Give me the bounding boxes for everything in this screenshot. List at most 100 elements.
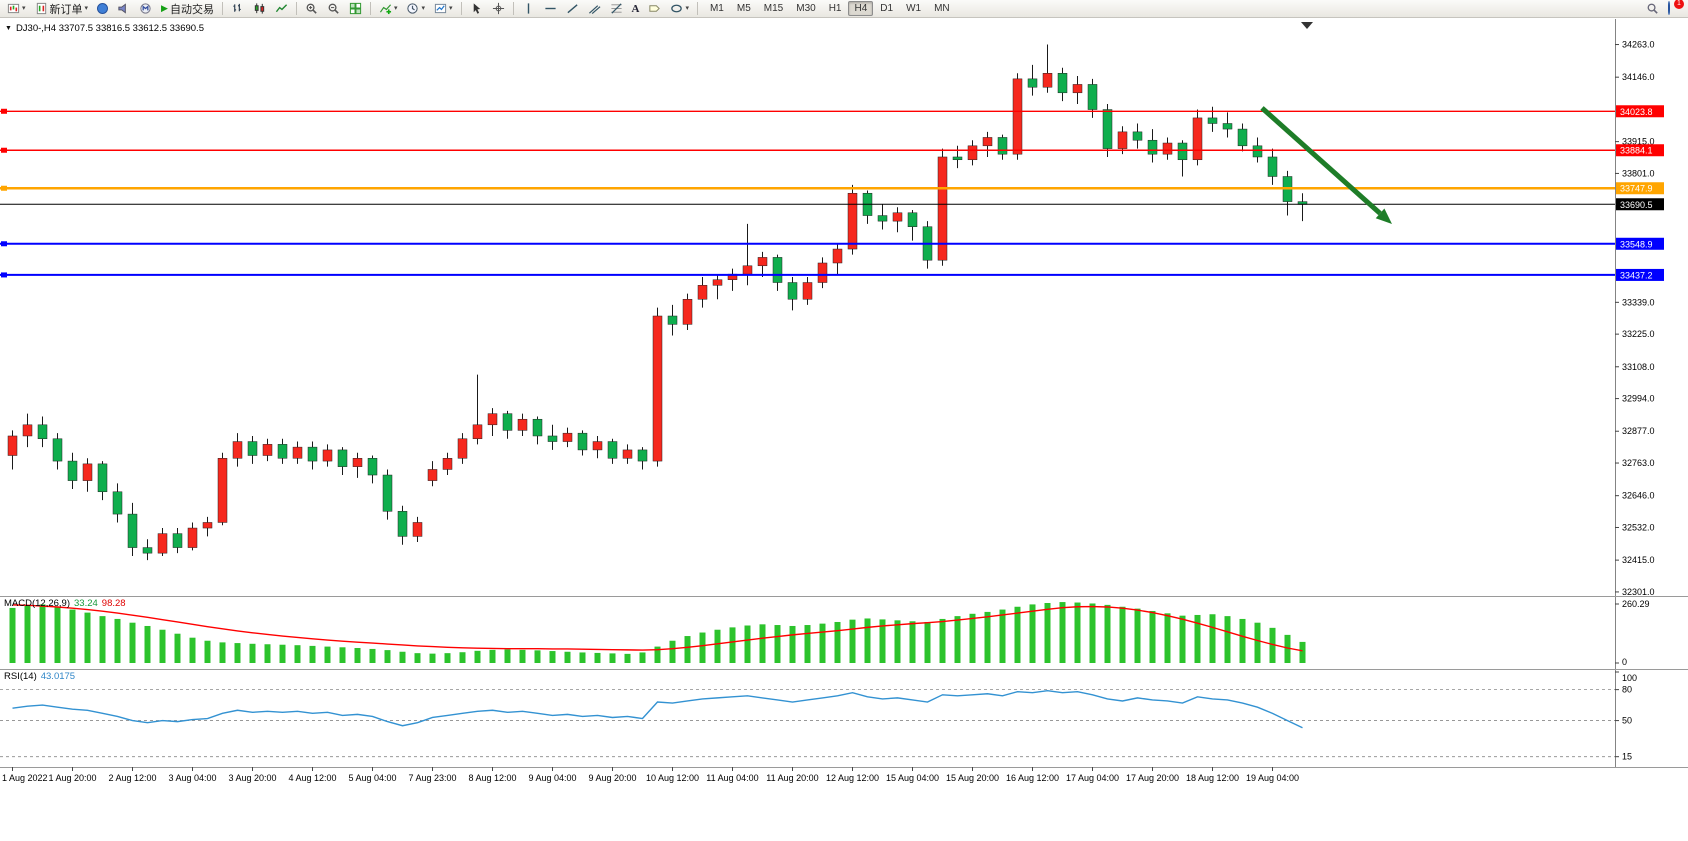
speaker-icon bbox=[117, 2, 130, 15]
svg-text:34146.0: 34146.0 bbox=[1622, 72, 1655, 82]
fibonacci-tool-button[interactable] bbox=[606, 1, 627, 17]
svg-text:33339.0: 33339.0 bbox=[1622, 297, 1655, 307]
vertical-line-tool-button[interactable] bbox=[518, 1, 539, 17]
text-tool-label: A bbox=[631, 2, 640, 15]
timeframe-button-H4[interactable]: H4 bbox=[848, 1, 874, 16]
macd-signal-line bbox=[12, 604, 1303, 652]
svg-text:32415.0: 32415.0 bbox=[1622, 555, 1655, 565]
templates-button[interactable]: ▾ bbox=[430, 1, 457, 17]
crosshair-tool-button[interactable] bbox=[488, 1, 509, 17]
timeframe-button-W1[interactable]: W1 bbox=[906, 3, 922, 14]
timeframe-button-D1[interactable]: D1 bbox=[880, 3, 894, 14]
tile-windows-icon bbox=[349, 2, 362, 15]
new-order-icon bbox=[35, 2, 48, 15]
macd-indicator-label: MACD(12,26,9) 33.24 98.28 bbox=[4, 598, 126, 609]
play-icon: ▶ bbox=[161, 3, 168, 13]
rsi-line bbox=[12, 689, 1303, 729]
svg-text:16 Aug 12:00: 16 Aug 12:00 bbox=[1006, 773, 1059, 783]
notifications-button[interactable]: 1 bbox=[1664, 0, 1685, 17]
chevron-down-icon: ▾ bbox=[84, 5, 89, 12]
text-tool-button[interactable]: A bbox=[628, 1, 644, 17]
chart-title: ▼ DJ30-,H4 33707.5 33816.5 33612.5 33690… bbox=[5, 23, 204, 34]
trend-arrow-annotation[interactable] bbox=[1260, 106, 1392, 224]
candles-layer bbox=[7, 44, 1308, 561]
search-button[interactable] bbox=[1642, 1, 1663, 17]
toolbar-separator bbox=[221, 2, 223, 15]
metaeditor-button[interactable] bbox=[135, 1, 156, 17]
svg-text:1 Aug 2022: 1 Aug 2022 bbox=[2, 773, 48, 783]
timeframe-button-M30[interactable]: M30 bbox=[796, 3, 816, 14]
text-label-tool-button[interactable] bbox=[644, 1, 665, 17]
chart-title-text: DJ30-,H4 33707.5 33816.5 33612.5 33690.5 bbox=[15, 23, 204, 34]
horizontal-line-icon bbox=[544, 2, 557, 15]
new-chart-button[interactable]: ▾ bbox=[3, 1, 30, 17]
price-axis[interactable]: 34263.0 34146.0 33915.0 33801.0 33339.0 33225… bbox=[1615, 40, 1664, 597]
svg-text:50: 50 bbox=[1622, 716, 1632, 726]
cursor-tool-button[interactable] bbox=[466, 1, 487, 17]
shapes-ellipse-icon bbox=[670, 2, 683, 15]
new-order-button[interactable]: 新订单 ▾ bbox=[31, 1, 93, 17]
line-chart-icon bbox=[275, 2, 288, 15]
svg-text:11 Aug 20:00: 11 Aug 20:00 bbox=[766, 773, 818, 783]
rsi-value: 43.0175 bbox=[40, 671, 76, 682]
shapes-tool-button[interactable]: ▾ bbox=[666, 1, 693, 17]
timeframe-button-H1[interactable]: H1 bbox=[828, 3, 842, 14]
cursor-icon bbox=[473, 3, 480, 14]
svg-text:33548.9: 33548.9 bbox=[1620, 239, 1653, 249]
rsi-indicator-label: RSI(14) 43.0175 bbox=[4, 671, 76, 682]
chart-shift-marker[interactable] bbox=[1301, 22, 1313, 29]
alerts-button[interactable] bbox=[113, 1, 134, 17]
svg-text:17 Aug 04:00: 17 Aug 04:00 bbox=[1066, 773, 1119, 783]
zoom-out-button[interactable] bbox=[323, 1, 344, 17]
tile-windows-button[interactable] bbox=[345, 1, 366, 17]
svg-text:4 Aug 12:00: 4 Aug 12:00 bbox=[288, 773, 336, 783]
crosshair-icon bbox=[492, 2, 505, 15]
svg-text:18 Aug 12:00: 18 Aug 12:00 bbox=[1186, 773, 1239, 783]
timeframe-button-M5[interactable]: M5 bbox=[736, 3, 751, 14]
svg-text:34263.0: 34263.0 bbox=[1622, 40, 1655, 50]
chart-menu-caret-icon[interactable]: ▼ bbox=[5, 25, 12, 32]
trendline-tool-button[interactable] bbox=[562, 1, 583, 17]
rsi-panel: 100 80 50 15 bbox=[0, 671, 1637, 762]
candlestick-icon bbox=[253, 2, 266, 15]
channel-tool-button[interactable] bbox=[584, 1, 605, 17]
level-lines[interactable] bbox=[0, 108, 1615, 278]
zoom-in-button[interactable] bbox=[301, 1, 322, 17]
svg-text:32646.0: 32646.0 bbox=[1622, 491, 1655, 501]
svg-text:3 Aug 20:00: 3 Aug 20:00 bbox=[228, 773, 276, 783]
auto-trading-button[interactable]: ▶ 自动交易 bbox=[157, 1, 218, 17]
svg-text:9 Aug 04:00: 9 Aug 04:00 bbox=[528, 773, 576, 783]
vertical-line-icon bbox=[522, 2, 535, 15]
svg-text:33437.2: 33437.2 bbox=[1620, 270, 1653, 280]
svg-text:1 Aug 20:00: 1 Aug 20:00 bbox=[48, 773, 96, 783]
candlestick-chart-button[interactable] bbox=[249, 1, 270, 17]
timeframe-button-M1[interactable]: M1 bbox=[709, 3, 724, 14]
zoom-out-icon bbox=[327, 2, 340, 15]
timeframe-button-MN[interactable]: MN bbox=[934, 3, 950, 14]
svg-text:33801.0: 33801.0 bbox=[1622, 168, 1655, 178]
svg-text:10 Aug 12:00: 10 Aug 12:00 bbox=[646, 773, 699, 783]
svg-text:33108.0: 33108.0 bbox=[1622, 362, 1655, 372]
add-indicator-button[interactable]: ▾ bbox=[375, 1, 402, 17]
horizontal-line-tool-button[interactable] bbox=[540, 1, 561, 17]
svg-text:33225.0: 33225.0 bbox=[1622, 329, 1655, 339]
svg-text:15: 15 bbox=[1622, 752, 1632, 762]
bar-chart-button[interactable] bbox=[227, 1, 248, 17]
line-chart-button[interactable] bbox=[271, 1, 292, 17]
auto-trading-label: 自动交易 bbox=[169, 3, 214, 16]
timeframe-button-M15[interactable]: M15 bbox=[763, 3, 784, 14]
macd-signal-value: 98.28 bbox=[101, 598, 126, 609]
svg-text:32532.0: 32532.0 bbox=[1622, 522, 1655, 532]
svg-text:34023.8: 34023.8 bbox=[1620, 107, 1653, 117]
svg-text:19 Aug 04:00: 19 Aug 04:00 bbox=[1246, 773, 1299, 783]
new-chart-icon bbox=[7, 2, 20, 15]
svg-text:7 Aug 23:00: 7 Aug 23:00 bbox=[408, 773, 456, 783]
time-axis[interactable]: 1 Aug 2022 1 Aug 20:00 2 Aug 12:00 3 Aug 04… bbox=[2, 767, 1299, 783]
clock-icon bbox=[406, 2, 419, 15]
toolbar-separator bbox=[295, 2, 297, 15]
periods-button[interactable]: ▾ bbox=[402, 1, 429, 17]
mql5-community-button[interactable] bbox=[93, 1, 112, 17]
svg-text:2 Aug 12:00: 2 Aug 12:00 bbox=[108, 773, 156, 783]
toolbar-separator bbox=[512, 2, 514, 15]
